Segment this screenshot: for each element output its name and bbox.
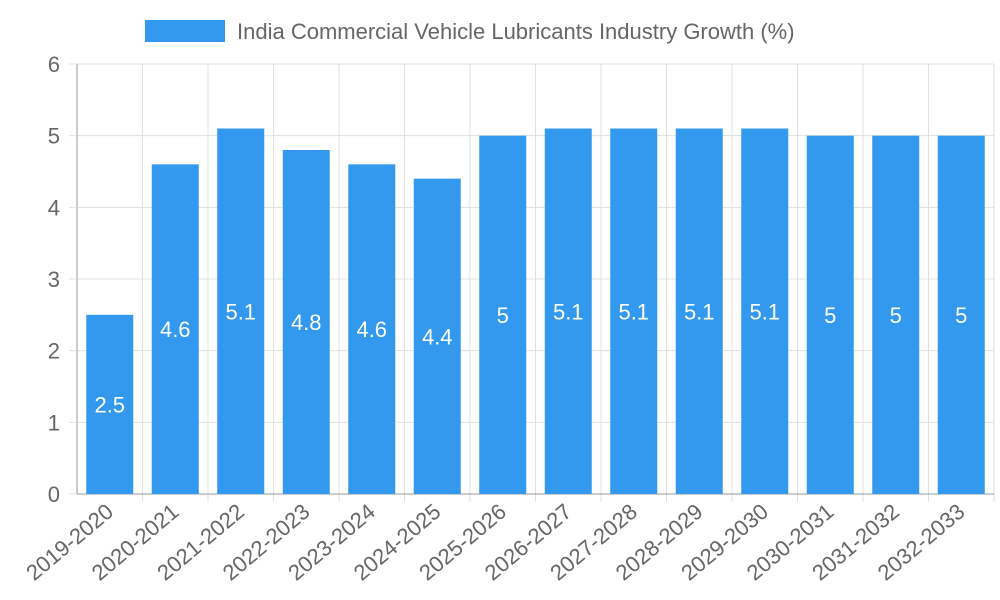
bar-2031-2032[interactable] <box>872 135 920 494</box>
data-label: 5.1 <box>618 299 649 324</box>
legend[interactable]: India Commercial Vehicle Lubricants Indu… <box>145 19 795 44</box>
y-tick-label: 3 <box>48 267 60 292</box>
data-label: 5 <box>497 303 509 328</box>
data-label: 5 <box>890 303 902 328</box>
legend-swatch <box>145 20 225 42</box>
y-tick-label: 2 <box>48 339 60 364</box>
data-label: 5.1 <box>553 299 584 324</box>
bar-2023-2024[interactable] <box>348 164 396 495</box>
bar-2029-2030[interactable] <box>741 128 789 495</box>
data-label: 5.1 <box>749 299 780 324</box>
legend-label: India Commercial Vehicle Lubricants Indu… <box>237 19 795 44</box>
data-label: 4.6 <box>160 317 191 342</box>
y-tick-label: 0 <box>48 482 60 507</box>
data-label: 5.1 <box>684 299 715 324</box>
bar-2030-2031[interactable] <box>806 135 854 494</box>
data-label: 4.4 <box>422 324 453 349</box>
y-tick-label: 4 <box>48 195 60 220</box>
y-tick-label: 6 <box>48 52 60 77</box>
bar-2019-2020[interactable] <box>86 314 134 494</box>
y-tick-label: 1 <box>48 410 60 435</box>
data-label: 2.5 <box>94 392 125 417</box>
bar-2020-2021[interactable] <box>151 164 199 495</box>
bar-2021-2022[interactable] <box>217 128 265 495</box>
y-axis-ticks: 0 1 2 3 4 5 6 <box>48 52 77 507</box>
bar-2028-2029[interactable] <box>675 128 723 495</box>
bar-2027-2028[interactable] <box>610 128 658 495</box>
bar-2024-2025[interactable] <box>413 178 461 494</box>
bar-2025-2026[interactable] <box>479 135 527 494</box>
bar-labels: 2.5 4.6 5.1 4.8 4.6 4.4 5 5.1 5.1 5.1 5.1 5 5 5 <box>94 299 967 417</box>
data-label: 5 <box>824 303 836 328</box>
gridlines <box>77 63 995 502</box>
x-axis-ticks: 2019-20202020-20212021-20222022-20232023… <box>21 499 969 586</box>
data-label: 5.1 <box>225 299 256 324</box>
bar-2022-2023[interactable] <box>282 150 330 494</box>
bar-2026-2027[interactable] <box>544 128 592 495</box>
data-label: 5 <box>955 303 967 328</box>
bars <box>86 128 985 495</box>
bar-2032-2033[interactable] <box>937 135 985 494</box>
data-label: 4.6 <box>356 317 387 342</box>
y-tick-label: 5 <box>48 124 60 149</box>
data-label: 4.8 <box>291 310 322 335</box>
